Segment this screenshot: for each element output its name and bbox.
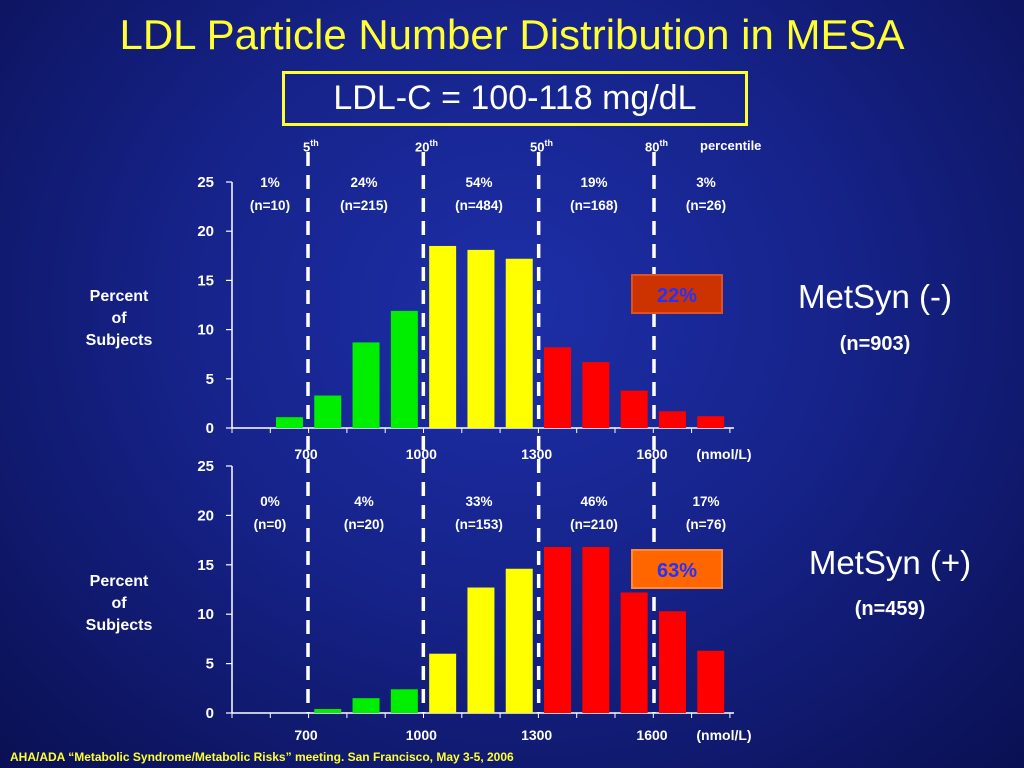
- bar: [467, 249, 495, 428]
- segment-n-label: (n=10): [250, 198, 290, 213]
- bar: [658, 411, 686, 428]
- bar: [505, 258, 533, 428]
- y-tick-label: 5: [206, 656, 214, 673]
- group-n-metsyn-neg: (n=903): [839, 333, 911, 355]
- segment-n-label: (n=153): [455, 517, 503, 532]
- bar: [697, 416, 725, 428]
- citation: AHA/ADA “Metabolic Syndrome/Metabolic Ri…: [10, 750, 514, 764]
- bar: [314, 709, 342, 713]
- x-unit-label: (nmol/L): [696, 446, 751, 462]
- segment-n-label: (n=20): [344, 517, 384, 532]
- percentile-label-50th: 50th: [530, 138, 553, 155]
- segment-percent-label: 24%: [350, 175, 377, 190]
- y-tick-label: 20: [197, 223, 214, 240]
- segment-n-label: (n=215): [340, 198, 388, 213]
- segment-percent-label: 46%: [580, 494, 607, 509]
- x-unit-label: (nmol/L): [696, 727, 751, 743]
- segment-percent-label: 0%: [260, 494, 280, 509]
- bar: [467, 587, 495, 713]
- segment-n-label: (n=484): [455, 198, 503, 213]
- x-tick-label: 1000: [406, 727, 437, 743]
- group-label-metsyn-neg: MetSyn (-): [797, 278, 952, 315]
- group-label-metsyn-pos: MetSyn (+): [808, 544, 972, 581]
- bar: [658, 611, 686, 713]
- percentile-label-20th: 20th: [415, 138, 438, 155]
- y-tick-label: 10: [197, 322, 214, 339]
- slide-title: LDL Particle Number Distribution in MESA: [119, 11, 905, 58]
- bar: [429, 245, 457, 428]
- x-tick-label: 1600: [636, 446, 667, 462]
- bar: [505, 568, 533, 713]
- bar: [390, 689, 418, 713]
- y-tick-label: 15: [197, 557, 214, 574]
- segment-n-label: (n=168): [570, 198, 618, 213]
- x-tick-label: 700: [294, 727, 318, 743]
- percentile-word: percentile: [700, 138, 762, 153]
- x-tick-label: 1300: [521, 446, 552, 462]
- y-tick-label: 0: [206, 705, 214, 722]
- segment-percent-label: 3%: [696, 175, 716, 190]
- y-tick-label: 15: [197, 272, 214, 289]
- bar: [620, 592, 648, 713]
- bar: [582, 547, 610, 713]
- segment-percent-label: 54%: [465, 175, 492, 190]
- segment-n-label: (n=0): [254, 517, 287, 532]
- x-tick-label: 1300: [521, 727, 552, 743]
- segment-percent-label: 33%: [465, 494, 492, 509]
- x-tick-label: 1000: [406, 446, 437, 462]
- subtitle-box: LDL-C = 100-118 mg/dL: [282, 71, 748, 126]
- y-tick-label: 20: [197, 507, 214, 524]
- y-axis-label-top: Percent of Subjects: [85, 288, 153, 349]
- y-tick-label: 25: [197, 458, 214, 475]
- segment-n-label: (n=76): [686, 517, 726, 532]
- y-axis-label-bottom: Percent of Subjects: [85, 573, 153, 634]
- x-tick-label: 1600: [636, 727, 667, 743]
- group-n-metsyn-pos: (n=459): [854, 598, 926, 620]
- bar: [620, 390, 648, 428]
- segment-percent-label: 17%: [692, 494, 719, 509]
- bar: [314, 395, 342, 428]
- percentile-label-5th: 5th: [303, 138, 319, 155]
- segment-n-label: (n=210): [570, 517, 618, 532]
- x-tick-label: 700: [294, 446, 318, 462]
- bar: [275, 417, 303, 428]
- bar: [582, 362, 610, 428]
- y-tick-label: 0: [206, 420, 214, 437]
- callout-top-percent: 22%: [631, 274, 723, 314]
- y-tick-label: 5: [206, 371, 214, 388]
- segment-percent-label: 19%: [580, 175, 607, 190]
- bar: [429, 653, 457, 713]
- bar: [544, 347, 572, 428]
- bar: [352, 342, 380, 428]
- bar: [697, 650, 725, 713]
- segment-percent-label: 1%: [260, 175, 280, 190]
- percentile-label-80th: 80th: [645, 138, 668, 155]
- y-tick-label: 25: [197, 174, 214, 191]
- y-tick-label: 10: [197, 606, 214, 623]
- segment-n-label: (n=26): [686, 198, 726, 213]
- bar: [390, 310, 418, 428]
- bar: [352, 698, 380, 713]
- segment-percent-label: 4%: [354, 494, 374, 509]
- bar: [544, 547, 572, 713]
- callout-bottom-percent: 63%: [631, 549, 723, 589]
